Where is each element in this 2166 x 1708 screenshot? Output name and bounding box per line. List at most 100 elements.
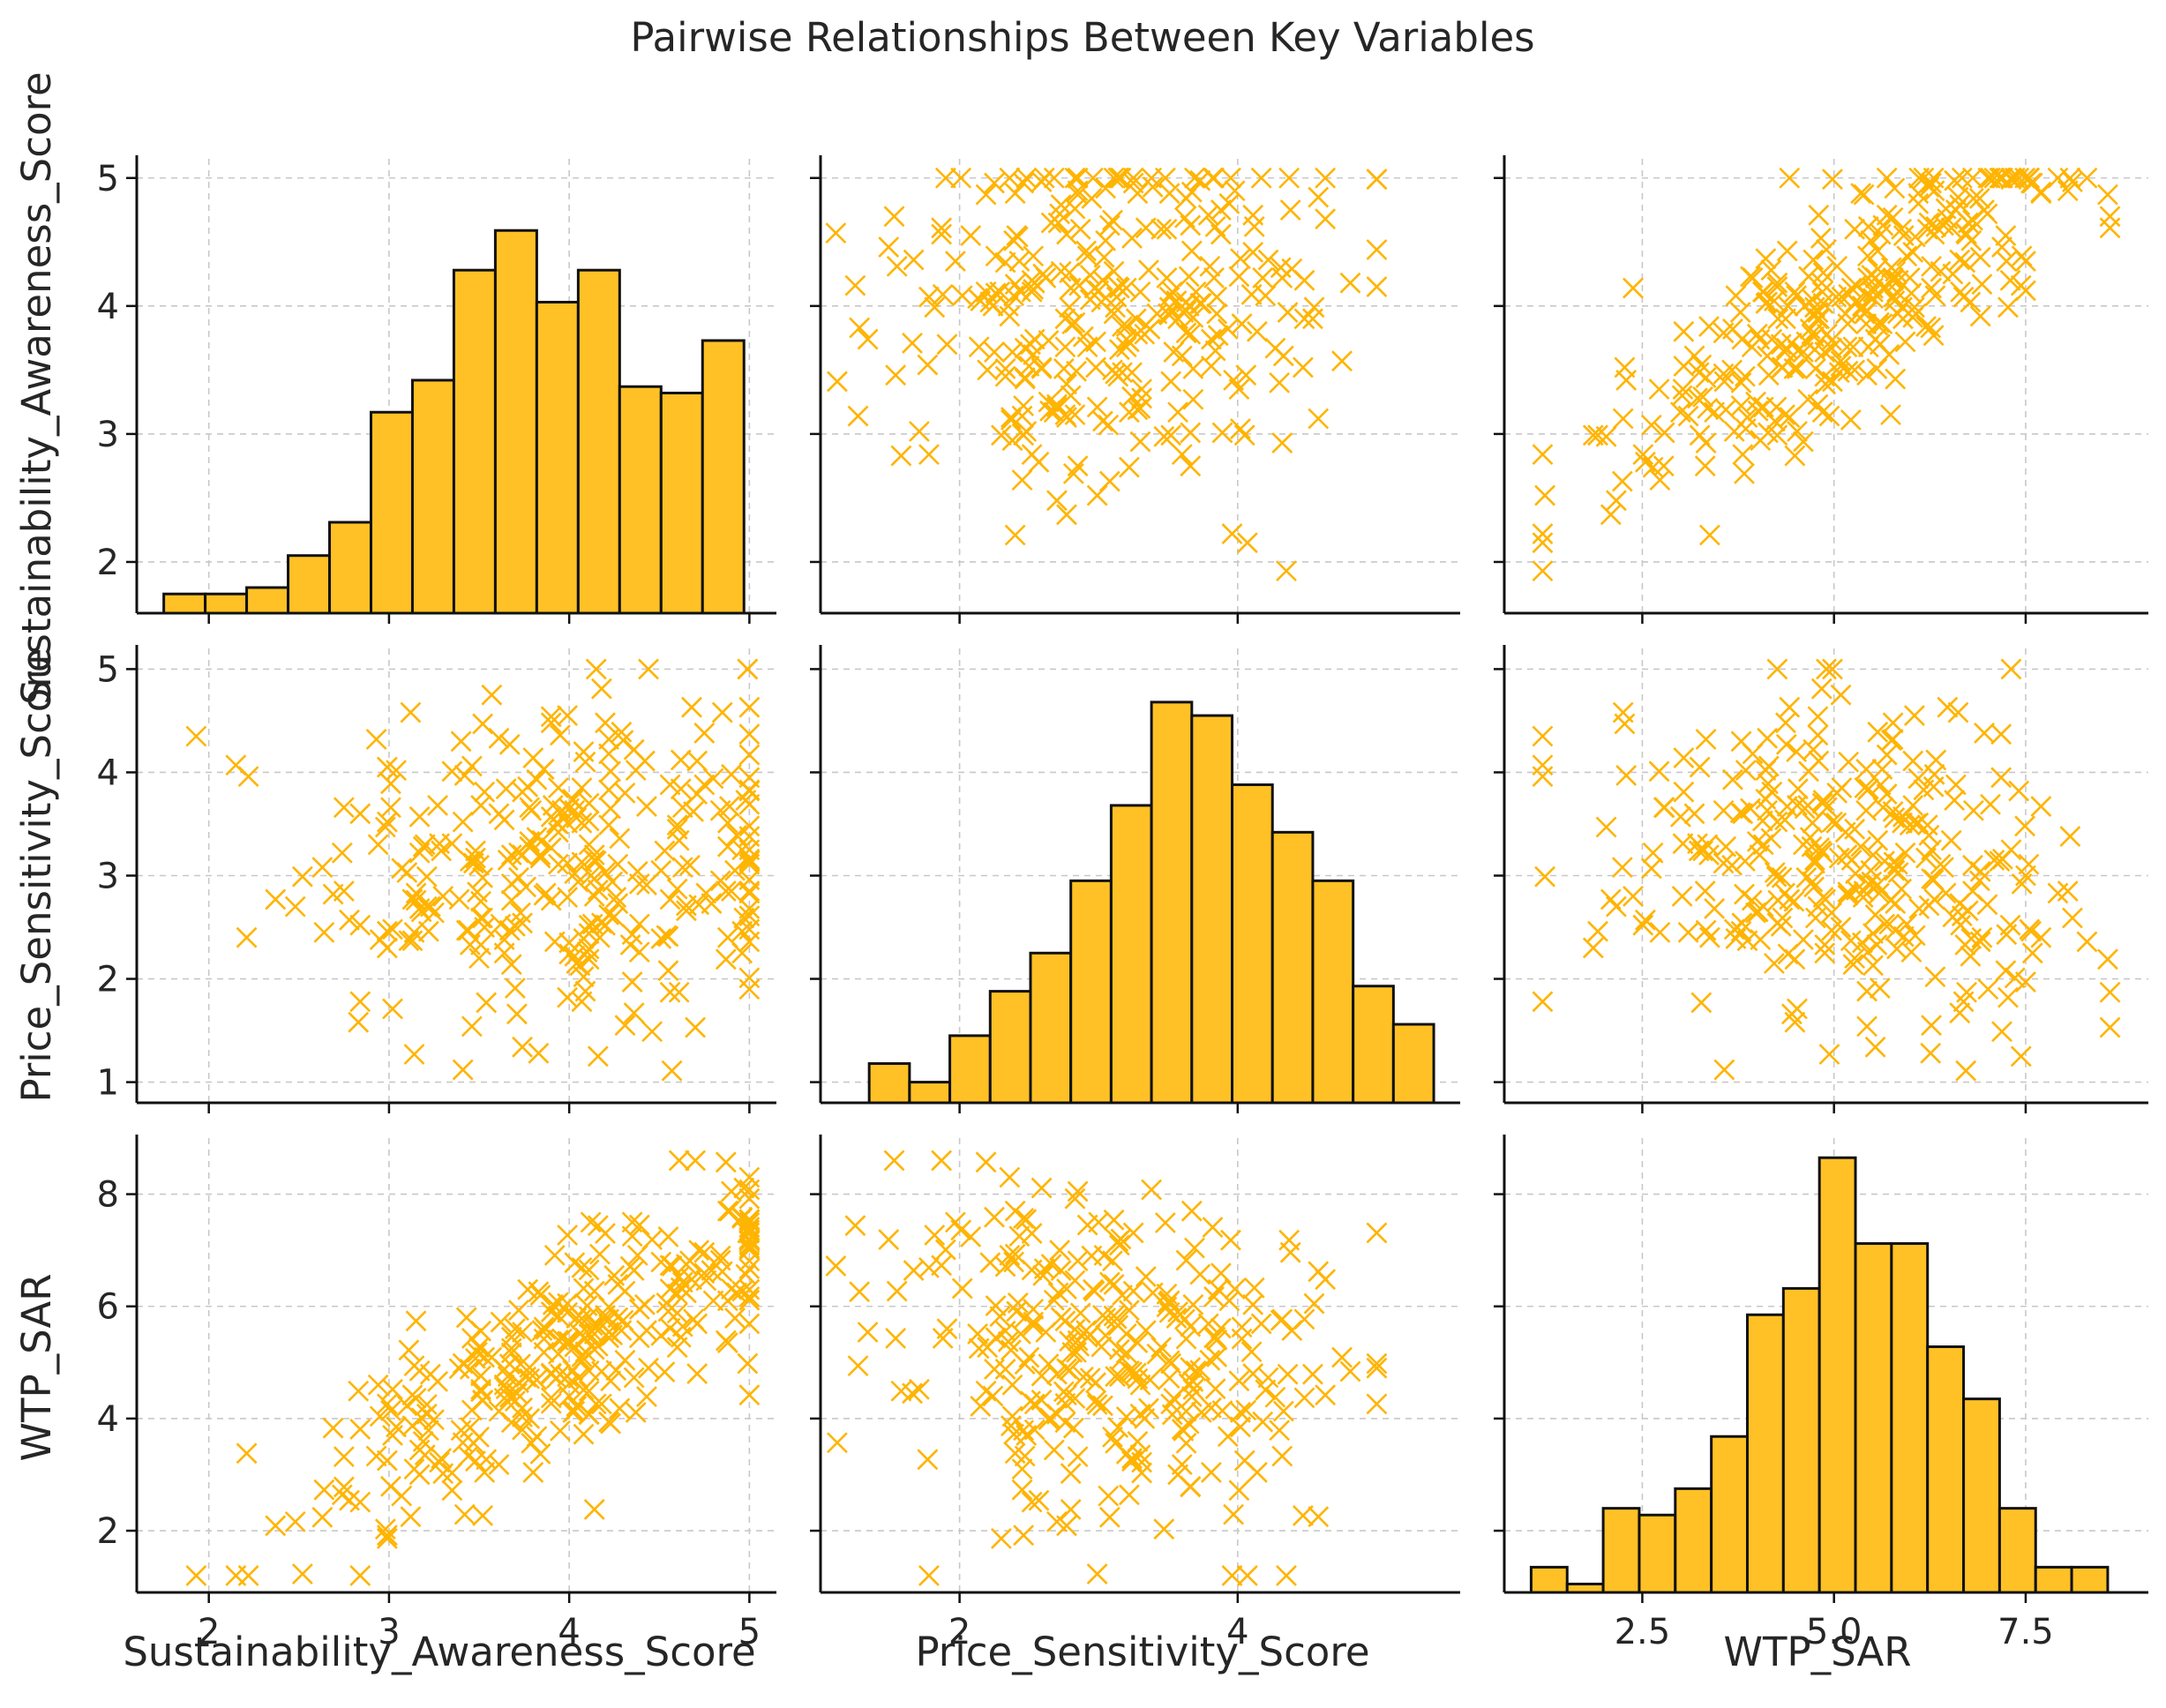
scatter-point: [2030, 926, 2052, 948]
scatter-point: [376, 1524, 398, 1547]
scatter-point: [1836, 844, 1858, 866]
scatter-point: [468, 948, 490, 970]
scatter-point: [2021, 172, 2043, 194]
scatter-point: [1862, 955, 1884, 977]
scatter-point: [1918, 895, 1940, 917]
scatter-point: [1882, 712, 1904, 734]
scatter-point: [467, 881, 488, 903]
scatter-point: [1001, 1339, 1022, 1361]
scatter-point: [1167, 401, 1188, 423]
scatter-point: [1046, 490, 1068, 512]
scatter-point: [650, 859, 672, 881]
scatter-point: [666, 878, 688, 900]
scatter-point: [1880, 730, 1902, 752]
scatter-point: [1804, 907, 1826, 929]
scatter-point: [1204, 1326, 1226, 1348]
scatter-point: [1913, 167, 1935, 189]
scatter-point: [890, 445, 912, 467]
scatter-point: [1129, 431, 1151, 453]
scatter-point: [1236, 1565, 1258, 1586]
scatter-point: [1062, 1417, 1084, 1439]
scatter-point: [2099, 981, 2121, 1003]
scatter-point: [997, 1330, 1019, 1352]
scatter-point: [578, 914, 600, 936]
scatter-point: [578, 1306, 600, 1328]
scatter-point: [470, 794, 491, 816]
scatter-point: [1765, 865, 1788, 888]
scatter-point: [1056, 1515, 1077, 1537]
scatter-point: [2011, 245, 2033, 267]
scatter-point: [1200, 1397, 1222, 1419]
scatter-point: [1882, 801, 1904, 822]
scatter-point: [1695, 729, 1717, 750]
scatter-point: [349, 914, 371, 936]
scatter-point: [1278, 167, 1300, 189]
scatter-point: [1197, 204, 1219, 226]
scatter-point: [886, 1280, 908, 1302]
scatter-point: [1808, 750, 1830, 772]
scatter-point: [1673, 781, 1695, 803]
scatter-point: [623, 1260, 645, 1281]
scatter-point: [1787, 421, 1808, 442]
scatter-point: [543, 1244, 566, 1266]
scatter-point: [1230, 1416, 1251, 1438]
scatter-point: [1016, 1209, 1038, 1231]
scatter-point: [1830, 684, 1852, 706]
scatter-point: [849, 1281, 871, 1303]
scatter-point: [1834, 303, 1856, 325]
scatter-point: [825, 222, 847, 244]
scatter-point: [1758, 755, 1780, 777]
scatter-point: [628, 1214, 650, 1236]
scatter-point: [542, 794, 564, 816]
scatter-point: [1366, 1222, 1388, 1244]
scatter-point: [1713, 799, 1735, 821]
scatter-point: [1921, 255, 1942, 277]
scatter-point: [2010, 1045, 2032, 1068]
scatter-point: [1804, 852, 1825, 874]
scatter-point: [1871, 759, 1893, 780]
scatter-point: [348, 1011, 370, 1033]
scatter-point: [512, 781, 533, 803]
hist-bar: [245, 586, 290, 615]
scatter-point: [1886, 853, 1908, 875]
scatter-point: [1766, 272, 1788, 294]
scatter-point: [1033, 167, 1055, 189]
y-tick-label: 4: [97, 1399, 119, 1440]
scatter-point: [1864, 328, 1886, 350]
scatter-point: [313, 1479, 335, 1501]
scatter-point: [1532, 725, 1554, 747]
scatter-point: [1121, 228, 1143, 249]
scatter-point: [711, 701, 733, 723]
scatter-point: [994, 1359, 1016, 1380]
scatter-point: [1776, 240, 1798, 262]
scatter-point: [1764, 862, 1786, 883]
scatter-point: [583, 1498, 605, 1520]
scatter-point: [2021, 942, 2043, 964]
scatter-point: [1962, 854, 1983, 876]
scatter-point: [657, 960, 679, 982]
scatter-point: [1040, 212, 1062, 234]
scatter-point: [1811, 401, 1833, 423]
hist-bar: [1311, 879, 1355, 1105]
scatter-point: [526, 827, 548, 849]
scatter-point: [738, 931, 761, 953]
scatter-point: [917, 1449, 939, 1471]
scatter-point: [1648, 378, 1670, 401]
scatter-point: [1745, 902, 1766, 924]
scatter-point: [1763, 953, 1785, 974]
scatter-point: [1235, 1399, 1257, 1421]
scatter-point: [488, 727, 510, 749]
scatter-point: [1807, 706, 1829, 728]
scatter-point: [1206, 303, 1228, 325]
chart-title: Pairwise Relationships Between Key Varia…: [630, 14, 1534, 61]
scatter-point: [671, 797, 693, 819]
scatter-point: [1180, 323, 1202, 345]
scatter-point: [695, 882, 717, 904]
scatter-point: [500, 1342, 522, 1364]
scatter-point: [1081, 188, 1103, 209]
scatter-point: [1199, 255, 1221, 277]
scatter-point: [571, 777, 593, 798]
scatter-point: [934, 1239, 956, 1261]
scatter-point: [984, 1206, 1005, 1228]
scatter-point: [540, 706, 562, 728]
